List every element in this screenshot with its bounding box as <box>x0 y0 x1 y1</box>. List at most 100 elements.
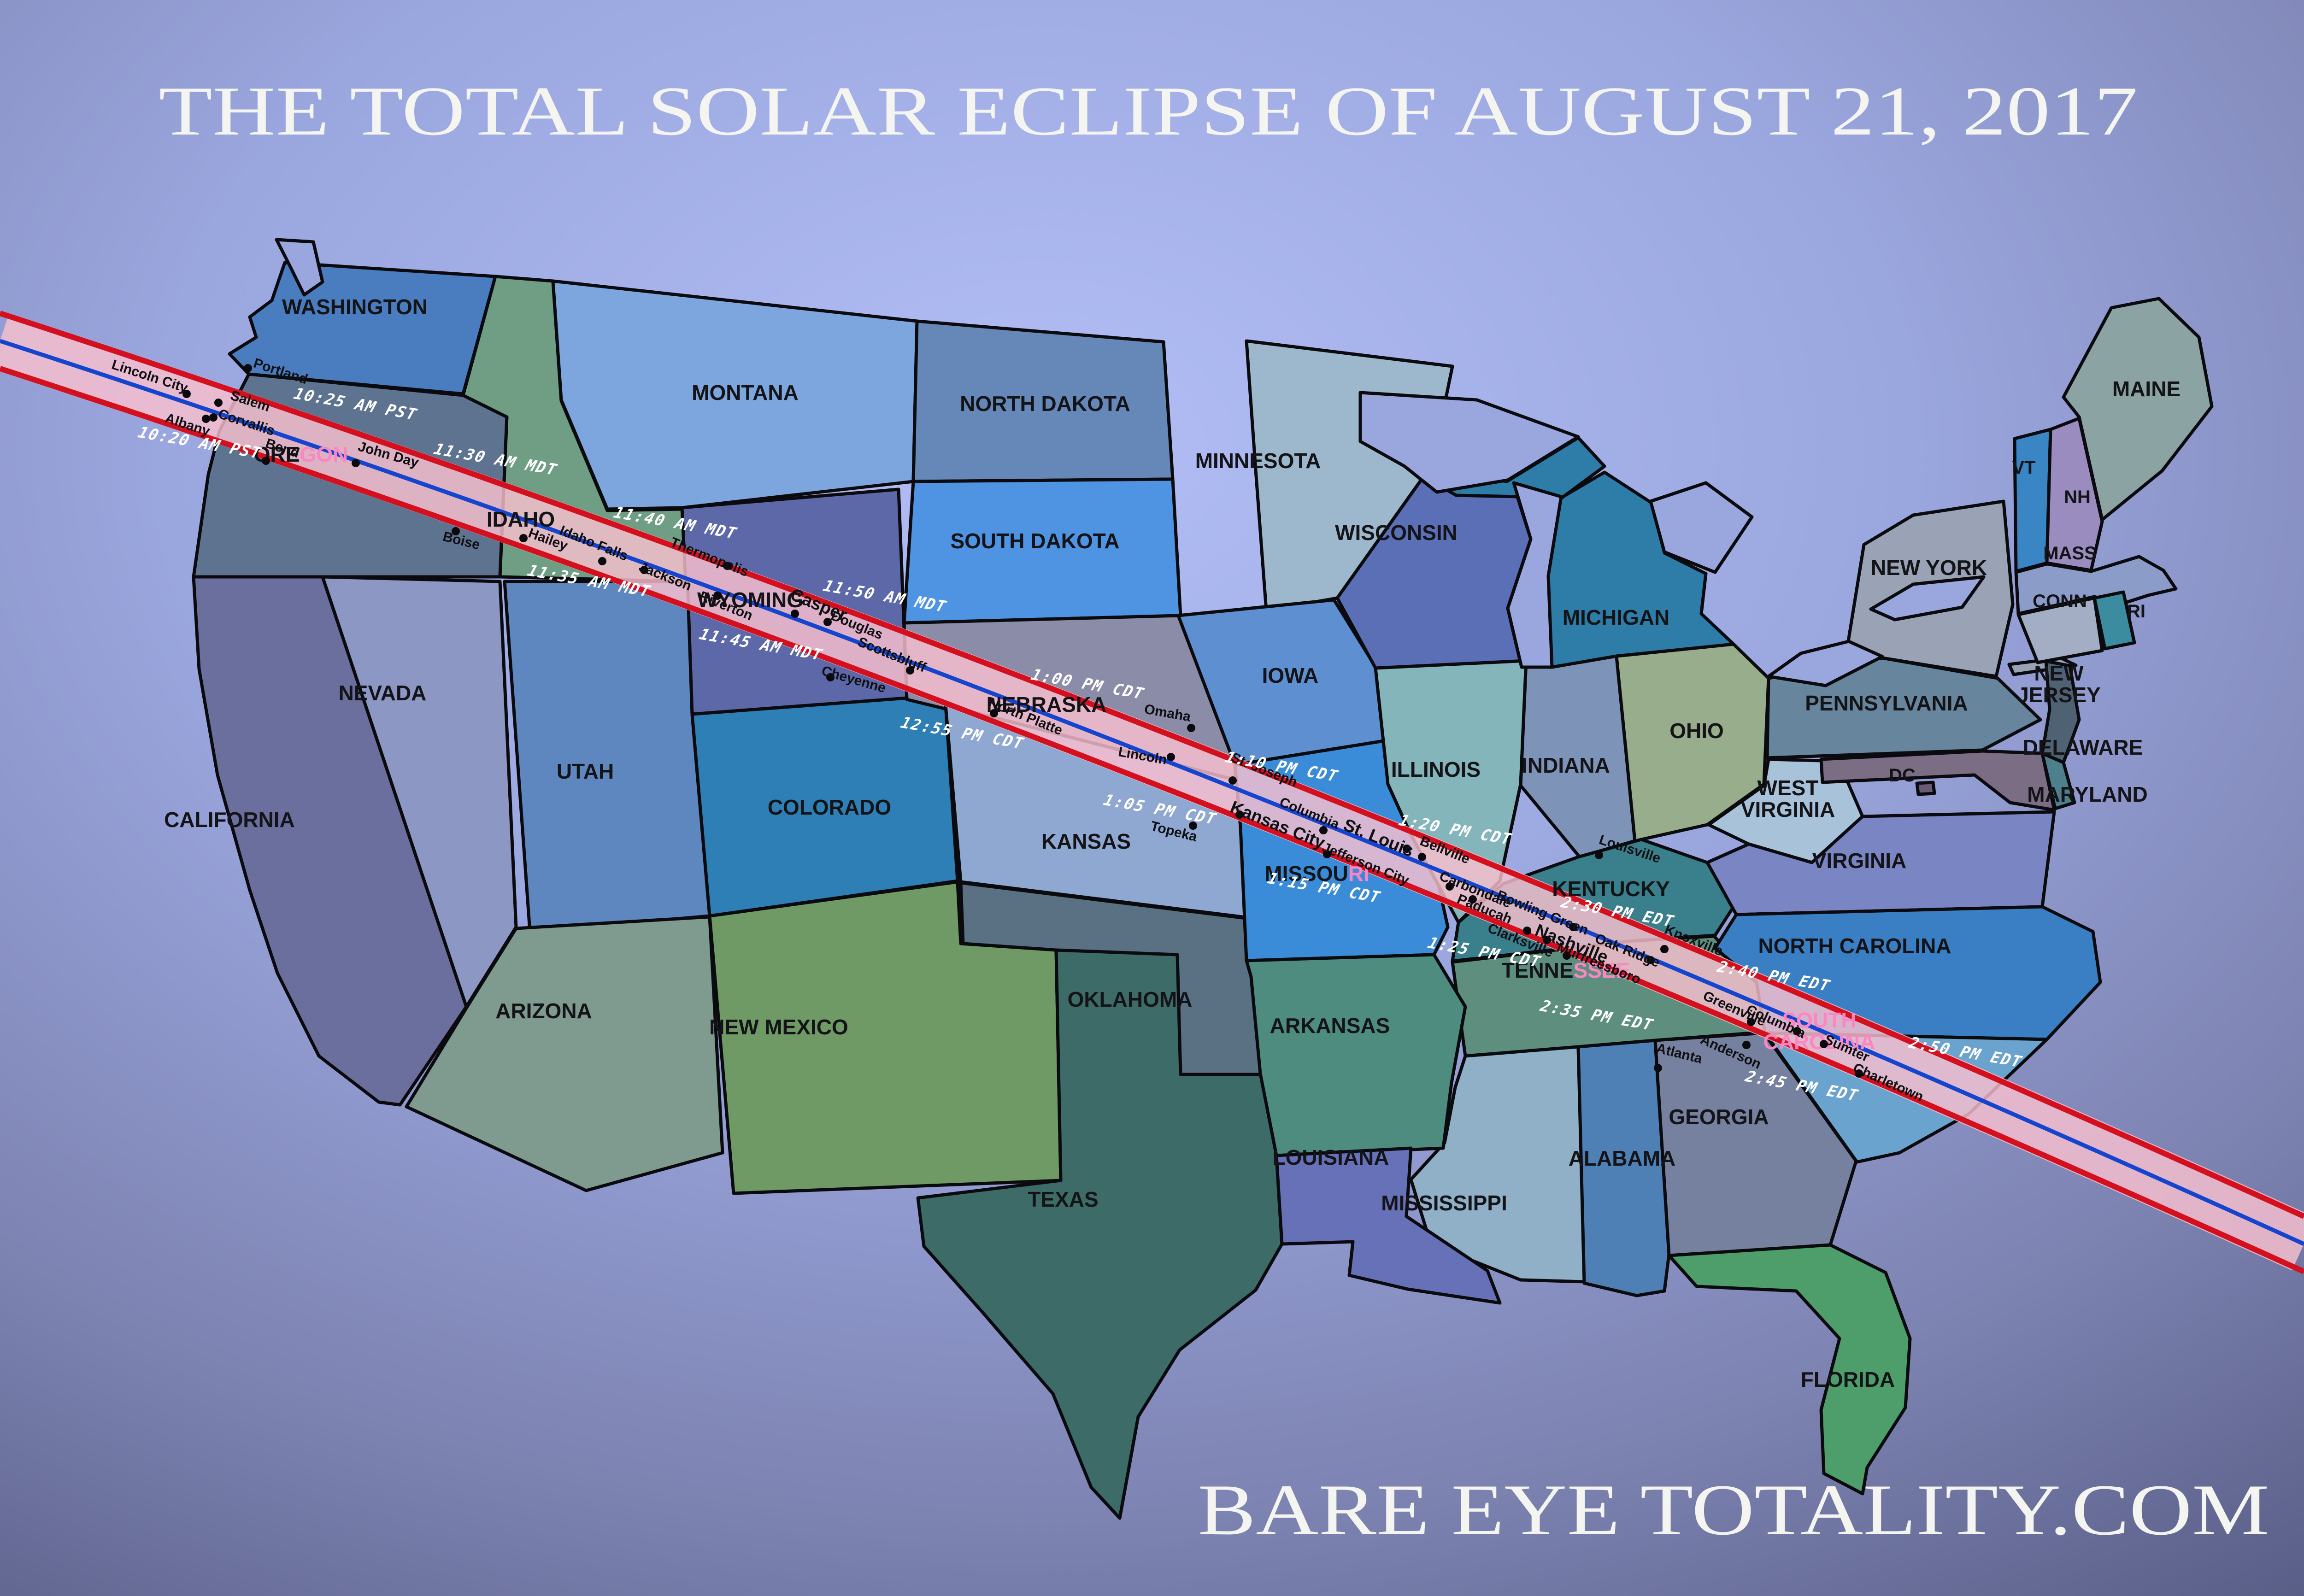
state-shape-ar <box>1245 953 1467 1157</box>
totality-band <box>0 311 2304 1274</box>
city-dot-carbondale <box>1446 882 1454 891</box>
city-dot-columbia <box>1319 826 1328 834</box>
state-label-al: ALABAMA <box>1569 1146 1676 1170</box>
state-label-nd: NORTH DAKOTA <box>960 392 1130 416</box>
state-label-nj: NEW JERSEY <box>2017 661 2101 707</box>
state-label-il: ILLINOIS <box>1391 757 1481 781</box>
state-label-mn: MINNESOTA <box>1195 449 1321 473</box>
city-dot-scottsbluff <box>906 666 914 675</box>
city-dot-boise <box>452 527 460 535</box>
state-label-mo: MISSOURI <box>1264 862 1369 886</box>
state-label-ny: NEW YORK <box>1871 556 1987 580</box>
state-label-mt: MONTANA <box>692 381 799 405</box>
city-dot-st-joseph <box>1228 776 1237 785</box>
state-label-nm: NEW MEXICO <box>709 1015 848 1039</box>
state-label-pa: PENNSYLVANIA <box>1805 691 1968 715</box>
state-label-ms: MISSISSIPPI <box>1381 1191 1507 1215</box>
city-dot-atlanta <box>1654 1064 1662 1072</box>
page-title: THE TOTAL SOLAR ECLIPSE OF AUGUST 21, 20… <box>159 72 2138 150</box>
city-dot-bellville <box>1418 853 1426 861</box>
state-shape-md <box>1819 749 2056 812</box>
city-dot-bend <box>262 457 270 465</box>
city-dot-thermopolis <box>723 562 731 570</box>
state-label-mi: MICHIGAN <box>1563 605 1670 629</box>
state-label-nv: NEVADA <box>339 681 427 705</box>
lake-erie <box>1767 640 1884 687</box>
city-dot-louisville <box>1595 851 1603 859</box>
state-label-wa: WASHINGTON <box>282 295 428 319</box>
state-label-me: MAINE <box>2112 377 2181 401</box>
city-dot-omaha <box>1187 724 1195 732</box>
state-label-ks: KANSAS <box>1041 829 1131 853</box>
state-label-ri: RI <box>2127 601 2145 622</box>
state-label-id: IDAHO <box>487 507 555 531</box>
puget-sound <box>275 238 324 297</box>
state-label-ar: ARKANSAS <box>1270 1014 1390 1038</box>
city-dot-corvallis <box>209 413 217 422</box>
city-dot-charletown <box>1855 1069 1863 1078</box>
city-dot-riverton <box>713 592 722 600</box>
state-labels-layer: WASHINGTON OREGON CALIFORNIA NEVADA IDAHO MON… <box>164 295 2181 1391</box>
city-dot-topeka <box>1189 821 1197 830</box>
website-watermark: BARE EYE TOTALITY.COM <box>1198 1470 2269 1550</box>
city-dot-cheyenne <box>826 673 835 681</box>
city-dot-portland <box>244 364 252 372</box>
state-shape-dc <box>1915 780 1936 796</box>
state-label-va: VIRGINIA <box>1812 849 1906 873</box>
state-shape-la <box>1275 1146 1502 1305</box>
city-dot-jefferson-city <box>1323 850 1331 858</box>
city-dot-st-louis <box>1403 845 1411 853</box>
state-label-ma: MASS <box>2043 543 2097 563</box>
city-dot-nashville <box>1543 936 1551 944</box>
city-dot-north-platte <box>990 709 998 717</box>
state-label-ga: GEORGIA <box>1669 1105 1769 1129</box>
state-label-de: DELAWARE <box>2023 735 2143 759</box>
lake-huron <box>1649 481 1754 574</box>
city-dot-idaho-falls <box>598 557 606 565</box>
great-lakes-layer <box>275 238 1986 687</box>
state-shape-tx <box>916 948 1284 1520</box>
city-dot-columbia <box>1793 1027 1801 1035</box>
city-dot-salem <box>214 399 223 407</box>
city-dot-bowling-green <box>1569 923 1577 931</box>
states-layer <box>192 261 2214 1520</box>
city-dot-casper <box>791 610 799 618</box>
state-label-sc: SOUTH CAROLINA <box>1763 1008 1875 1054</box>
state-label-ut: UTAH <box>557 759 614 783</box>
state-label-tx: TEXAS <box>1028 1187 1098 1211</box>
state-shape-nh <box>2045 417 2104 572</box>
state-label-ok: OKLAHOMA <box>1068 987 1193 1011</box>
state-label-dc: DC <box>1889 765 1916 786</box>
totality-band-north-limit <box>0 311 2304 1219</box>
state-label-tn: TENNESSEE <box>1502 958 1630 982</box>
city-dot-paducah <box>1469 895 1477 904</box>
state-label-vt: VT <box>2012 458 2035 478</box>
state-label-or: OREGON <box>254 442 348 466</box>
state-label-ca: CALIFORNIA <box>164 808 295 832</box>
lake-ontario <box>1869 575 1986 622</box>
city-dot-jackson <box>640 566 648 574</box>
state-label-in: INDIANA <box>1522 753 1610 777</box>
state-label-az: ARIZONA <box>495 999 592 1023</box>
city-dot-kansas-city <box>1235 810 1244 819</box>
city-dot-oak-ridge <box>1646 956 1655 964</box>
city-dot-greenville <box>1747 1018 1755 1026</box>
state-label-wv: WEST VIRGINIA <box>1741 776 1835 821</box>
city-dot-hailey <box>519 534 528 542</box>
lake-michigan <box>1506 481 1563 669</box>
state-label-ct: CONN <box>2033 591 2087 611</box>
state-label-wi: WISCONSIN <box>1335 521 1458 545</box>
state-shape-de <box>2040 751 2076 810</box>
state-label-wy: WYOMING <box>697 588 803 612</box>
city-dot-sumter <box>1820 1040 1828 1048</box>
state-label-nc: NORTH CAROLINA <box>1758 934 1951 958</box>
state-shape-me <box>2062 297 2214 522</box>
state-label-ia: IOWA <box>1262 663 1319 687</box>
state-shape-ga <box>1653 1031 1858 1257</box>
city-dot-douglas <box>823 618 832 626</box>
city-dot-john-day <box>352 459 360 467</box>
state-label-ky: KENTUCKY <box>1552 877 1670 901</box>
totality-band-south-limit <box>0 366 2304 1274</box>
city-dot-albany <box>202 415 210 423</box>
